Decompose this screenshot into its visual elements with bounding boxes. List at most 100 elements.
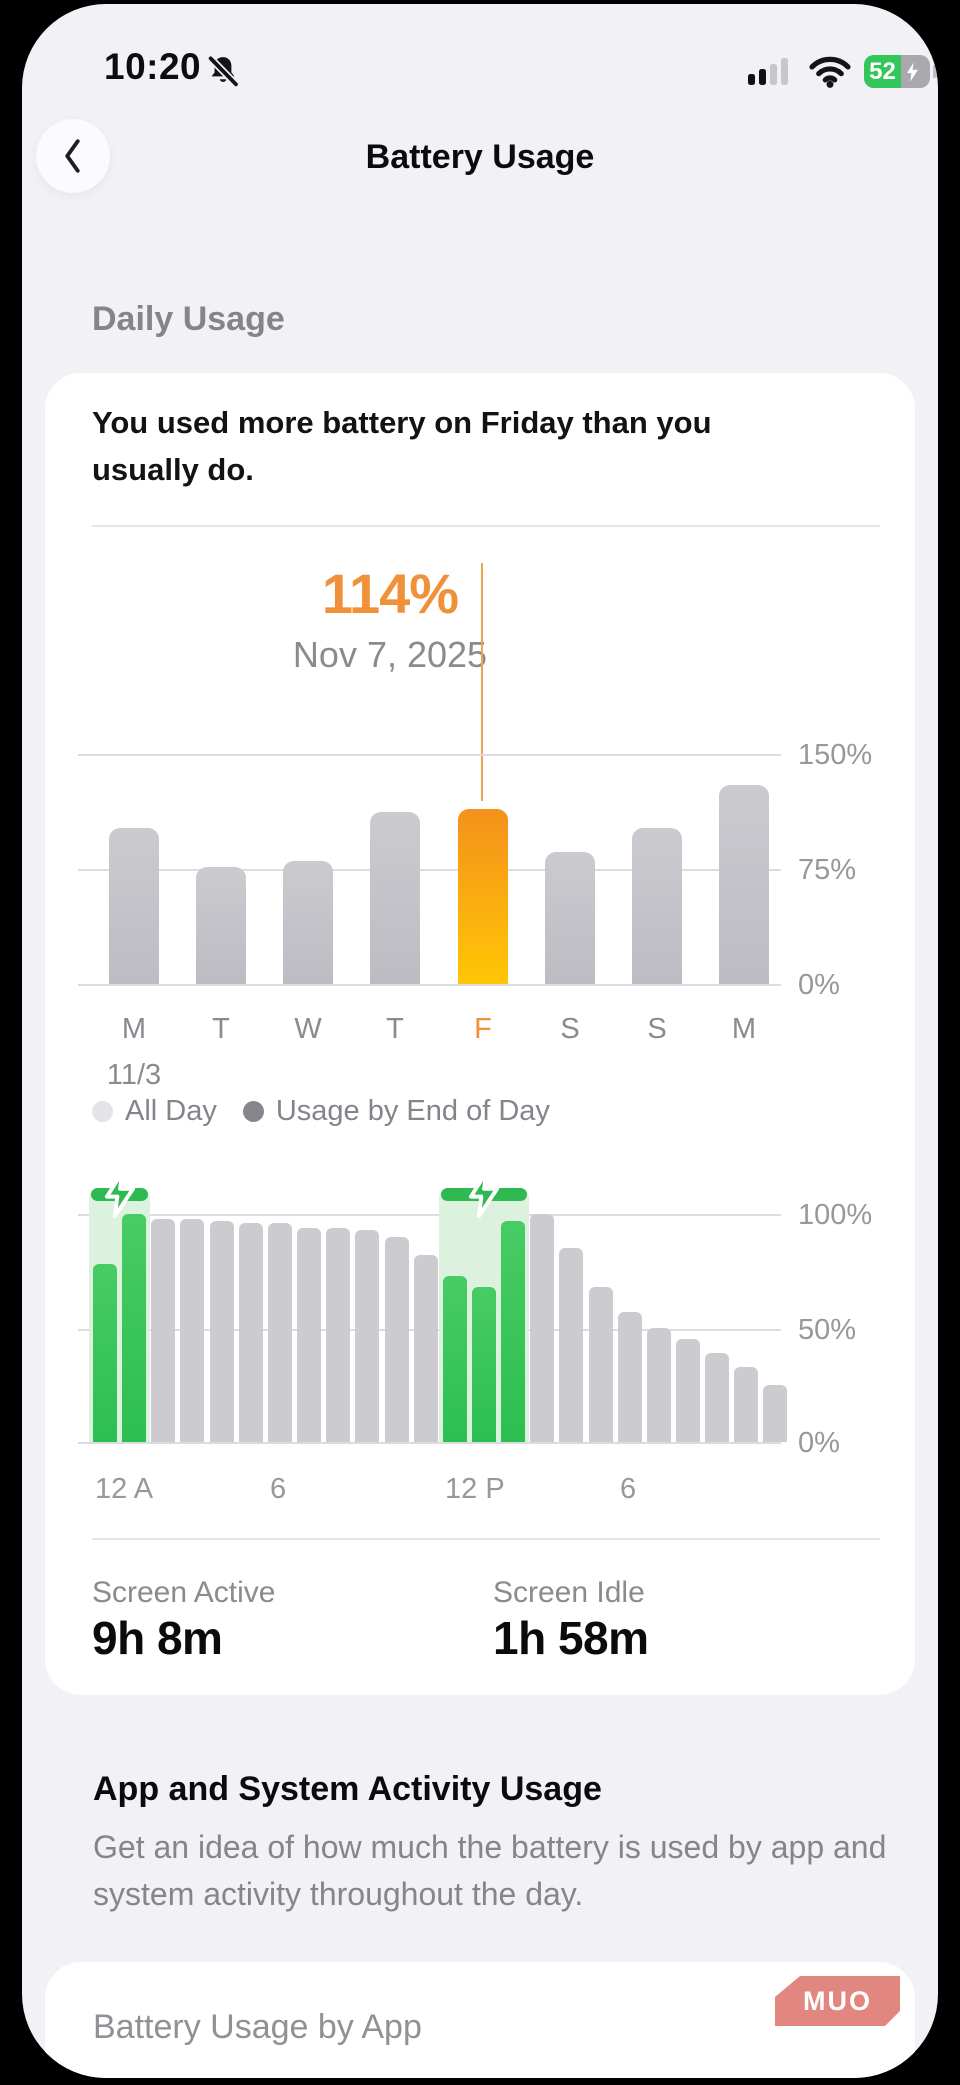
y-axis-label: 100% <box>798 1199 873 1231</box>
y-axis-label: 150% <box>798 739 873 771</box>
hourly-bar-charging[interactable] <box>472 1287 496 1442</box>
hourly-bar[interactable] <box>647 1328 671 1442</box>
hourly-bar[interactable] <box>180 1219 204 1442</box>
charging-bolt-icon <box>905 62 920 82</box>
hourly-bar[interactable] <box>268 1223 292 1442</box>
hourly-bar[interactable] <box>385 1237 409 1442</box>
legend-item-all-day: All Day <box>92 1095 217 1128</box>
daily-bar[interactable] <box>109 828 159 984</box>
divider <box>92 525 880 527</box>
battery-status-icon: 52 <box>864 55 938 88</box>
gridline <box>78 984 781 986</box>
hourly-bar-charging[interactable] <box>93 1264 117 1442</box>
legend-item-usage-by-end-of-day: Usage by End of Day <box>242 1095 550 1128</box>
phone-screen: 10:20 52 <box>22 4 938 2078</box>
signal-bar <box>770 64 777 85</box>
day-label: M <box>121 1013 147 1045</box>
hourly-bar[interactable] <box>530 1214 554 1442</box>
hourly-bar-charging[interactable] <box>443 1276 467 1442</box>
chart-legend: All Day Usage by End of Day <box>92 1095 576 1128</box>
selected-day-callout: 114% Nov 7, 2025 <box>230 561 550 676</box>
daily-bar[interactable] <box>545 852 595 984</box>
signal-bar <box>759 69 766 85</box>
app-activity-description: Get an idea of how much the battery is u… <box>93 1829 887 1912</box>
screen-idle-value: 1h 58m <box>493 1612 649 1664</box>
battery-nub <box>933 65 938 78</box>
daily-bar[interactable] <box>370 812 420 984</box>
page-title: Battery Usage <box>365 138 595 176</box>
daily-bar[interactable] <box>196 867 246 984</box>
day-label: S <box>647 1013 667 1045</box>
legend-dot-usage-end-of-day <box>242 1101 264 1122</box>
hourly-bar[interactable] <box>355 1230 379 1442</box>
day-label: F <box>474 1013 492 1045</box>
hourly-bar[interactable] <box>618 1312 642 1442</box>
silent-mode-bell-slash-icon <box>204 53 242 91</box>
section-header-daily-usage: Daily Usage <box>92 300 285 338</box>
gridline <box>78 1214 781 1216</box>
hour-tick-label: 12 A <box>95 1473 154 1505</box>
chevron-left-icon <box>65 139 80 173</box>
wifi-icon <box>808 56 852 88</box>
gridline <box>78 869 781 871</box>
day-label: W <box>294 1013 322 1045</box>
screen-active-label: Screen Active <box>92 1576 276 1609</box>
screen-idle-label: Screen Idle <box>493 1576 645 1609</box>
hourly-bar[interactable] <box>676 1339 700 1442</box>
hourly-bar[interactable] <box>210 1221 234 1442</box>
day-label: T <box>386 1013 404 1045</box>
daily-usage-card: You used more battery on Friday than you… <box>45 373 915 1695</box>
divider <box>92 1538 880 1540</box>
back-button[interactable] <box>36 119 110 193</box>
hourly-bar[interactable] <box>414 1255 438 1442</box>
hourly-bar[interactable] <box>559 1248 583 1442</box>
hourly-bar[interactable] <box>297 1228 321 1442</box>
hour-tick-label: 6 <box>270 1473 287 1505</box>
day-label: T <box>212 1013 230 1045</box>
muo-watermark: MUO <box>775 1976 900 2026</box>
battery-usage-by-app-label: Battery Usage by App <box>93 2008 422 2046</box>
day-label: S <box>560 1013 580 1045</box>
y-axis-label: 0% <box>798 1427 840 1459</box>
status-time: 10:20 <box>104 46 202 87</box>
battery-percent: 52 <box>864 55 901 88</box>
hourly-bar[interactable] <box>151 1219 175 1442</box>
signal-bar <box>748 74 755 85</box>
legend-dot-all-day <box>92 1101 113 1122</box>
daily-bar[interactable] <box>719 785 769 984</box>
hourly-bar[interactable] <box>734 1367 758 1442</box>
hourly-bar[interactable] <box>326 1228 350 1442</box>
muo-watermark-text: MUO <box>803 1985 872 2016</box>
battery-body: 52 <box>864 55 930 88</box>
insight-headline: You used more battery on Friday than you… <box>92 405 712 487</box>
charging-bolt-icon <box>467 1169 501 1219</box>
selected-day-date: Nov 7, 2025 <box>292 634 488 675</box>
gridline <box>78 754 781 756</box>
y-axis-label: 75% <box>798 854 857 886</box>
legend-label: Usage by End of Day <box>275 1095 550 1127</box>
daily-bar[interactable] <box>283 861 333 984</box>
screen-active-value: 9h 8m <box>92 1612 223 1664</box>
gridline <box>78 1442 781 1444</box>
week-start-date-label: 11/3 <box>106 1059 162 1091</box>
y-axis-label: 0% <box>798 969 840 1001</box>
app-activity-heading: App and System Activity Usage <box>93 1770 602 1808</box>
charging-bolt-icon <box>103 1169 137 1219</box>
hourly-bar[interactable] <box>705 1353 729 1442</box>
hourly-bar[interactable] <box>239 1223 263 1442</box>
hour-tick-label: 6 <box>620 1473 637 1505</box>
selection-indicator-line <box>481 563 483 801</box>
battery-usage-by-app-card[interactable]: Battery Usage by App MUO <box>45 1962 915 2078</box>
y-axis-label: 50% <box>798 1314 857 1346</box>
hourly-bar[interactable] <box>589 1287 613 1442</box>
selected-day-value: 114% <box>321 562 459 625</box>
daily-bar[interactable] <box>632 828 682 984</box>
hourly-bar-charging[interactable] <box>501 1221 525 1442</box>
day-label: M <box>731 1013 757 1045</box>
legend-label: All Day <box>125 1095 217 1127</box>
daily-bar-selected[interactable] <box>458 809 508 984</box>
hourly-bar-charging[interactable] <box>122 1214 146 1442</box>
hourly-bar[interactable] <box>763 1385 787 1442</box>
signal-bar <box>781 58 788 85</box>
